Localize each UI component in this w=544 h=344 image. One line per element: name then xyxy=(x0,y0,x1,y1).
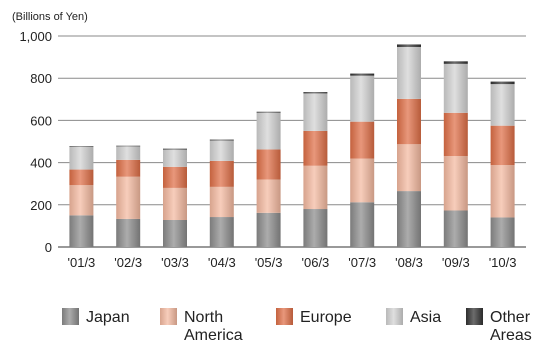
bar-segment xyxy=(116,145,141,147)
y-tick-label: 800 xyxy=(30,71,52,86)
bar-segment xyxy=(397,144,421,192)
bar-segment xyxy=(490,125,515,166)
unit-label: (Billions of Yen) xyxy=(12,11,88,23)
legend-swatch xyxy=(386,308,403,325)
legend-label: America xyxy=(184,327,243,344)
bar-segment xyxy=(116,176,141,219)
bar-segment xyxy=(256,149,281,180)
bar-segment xyxy=(397,98,421,145)
legend-label: Japan xyxy=(86,309,130,326)
bar-segment xyxy=(256,212,281,247)
bar-segment xyxy=(209,140,234,161)
x-tick-label: '01/3 xyxy=(68,255,96,270)
bar-segment xyxy=(69,169,94,186)
legend-label: Asia xyxy=(410,309,441,326)
bar-segment xyxy=(163,219,187,247)
legend-swatch xyxy=(160,308,177,325)
bar-segment xyxy=(350,75,375,122)
legend-label: North xyxy=(184,309,223,326)
legend-label: Other xyxy=(490,309,531,326)
bars xyxy=(69,44,515,247)
bar-segment xyxy=(209,186,234,218)
bar-segment xyxy=(443,63,468,113)
bar-segment xyxy=(256,179,281,213)
bar-segment xyxy=(350,121,375,159)
x-tick-label: '10/3 xyxy=(489,255,517,270)
bar-segment xyxy=(350,158,375,203)
bar-segment xyxy=(350,202,375,247)
y-tick-label: 600 xyxy=(30,113,52,128)
bar-segment xyxy=(397,44,421,47)
legend-swatch xyxy=(62,308,79,325)
y-tick-label: 200 xyxy=(30,198,52,213)
legend-swatch xyxy=(466,308,483,325)
y-axis: 0 200 400 600 800 1,000 xyxy=(19,29,52,255)
bar-segment xyxy=(397,46,421,99)
x-tick-label: '05/3 xyxy=(255,255,283,270)
bar-segment xyxy=(443,61,468,64)
legend-label: Areas xyxy=(490,327,532,344)
bar-segment xyxy=(209,139,234,141)
x-tick-label: '02/3 xyxy=(114,255,142,270)
bar-segment xyxy=(69,146,94,147)
bar-segment xyxy=(490,165,515,218)
bar-segment xyxy=(490,84,515,126)
bar-segment xyxy=(163,187,187,220)
x-tick-label: '08/3 xyxy=(395,255,423,270)
x-tick-label: '06/3 xyxy=(302,255,330,270)
bar-segment xyxy=(303,209,328,247)
bar-segment xyxy=(443,112,468,157)
y-tick-label: 0 xyxy=(45,240,52,255)
bar-segment xyxy=(116,146,141,160)
x-tick-label: '04/3 xyxy=(208,255,236,270)
bar-segment xyxy=(303,165,328,210)
bar-segment xyxy=(163,149,187,167)
legend-label: Europe xyxy=(300,309,352,326)
bar-segment xyxy=(303,92,328,94)
bar-segment xyxy=(69,146,94,170)
bar-segment xyxy=(69,215,94,247)
bar-segment xyxy=(116,159,141,177)
bar-segment xyxy=(443,156,468,211)
bar-segment xyxy=(490,217,515,247)
bar-segment xyxy=(116,218,141,247)
bar-segment xyxy=(397,191,421,247)
x-axis: '01/3 '02/3 '03/3 '04/3 '05/3 '06/3 '07/3 '08/3… xyxy=(68,255,517,270)
bar-segment xyxy=(443,210,468,247)
bar-segment xyxy=(350,73,375,76)
legend-swatch xyxy=(276,308,293,325)
bar-segment xyxy=(69,185,94,216)
y-tick-label: 400 xyxy=(30,156,52,171)
bar-segment xyxy=(303,130,328,166)
bar-segment xyxy=(490,81,515,85)
bar-segment xyxy=(209,160,234,187)
y-tick-label: 1,000 xyxy=(19,29,52,44)
x-tick-label: '07/3 xyxy=(348,255,376,270)
bar-segment xyxy=(163,148,187,150)
x-tick-label: '09/3 xyxy=(442,255,470,270)
x-tick-label: '03/3 xyxy=(161,255,189,270)
bar-segment xyxy=(163,166,187,188)
bar-segment xyxy=(256,112,281,150)
bar-segment xyxy=(209,217,234,247)
bar-segment xyxy=(303,93,328,131)
bar-segment xyxy=(256,111,281,113)
